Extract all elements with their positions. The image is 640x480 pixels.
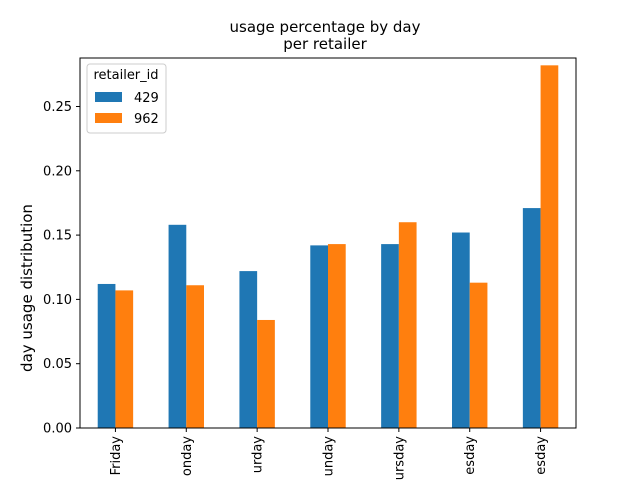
legend-title: retailer_id (93, 68, 158, 83)
y-tick-label: 0.00 (43, 422, 72, 437)
y-axis-label: day usage distribution (18, 204, 36, 372)
legend-label-962: 962 (134, 112, 159, 127)
plot-frame (79, 57, 577, 429)
bar-962-urday-2 (257, 319, 275, 428)
bar-429-esday-6 (522, 208, 541, 428)
bars-group (97, 65, 559, 428)
x-tick-label: esday (463, 436, 478, 475)
y-tick-label: 0.10 (43, 293, 72, 308)
legend-label-429: 429 (134, 91, 159, 106)
bar-429-ursday-4 (381, 244, 399, 428)
bar-429-urday-2 (239, 271, 258, 428)
x-tick-label: onday (180, 436, 195, 476)
y-tick-label: 0.05 (43, 357, 72, 372)
x-ticks-group: Friday onday urday unday ursday esday esday (109, 428, 549, 480)
y-tick-label: 0.15 (43, 229, 72, 244)
bar-429-friday-0 (97, 283, 116, 428)
bar-429-esday-5 (452, 232, 470, 428)
x-tick-label: ursday (392, 436, 407, 480)
x-tick-label: Friday (109, 436, 124, 476)
legend-swatch-429 (95, 92, 122, 102)
x-tick-label: urday (251, 436, 266, 474)
x-tick-label: esday (534, 436, 549, 475)
bar-962-esday-6 (540, 65, 559, 428)
bar-429-unday-3 (310, 245, 328, 428)
bar-962-friday-0 (115, 290, 134, 428)
y-ticks-group: 0.00 0.05 0.10 0.15 0.20 0.25 (43, 100, 80, 437)
y-tick-label: 0.25 (43, 100, 72, 115)
bar-962-onday-1 (186, 285, 204, 428)
bar-962-ursday-4 (398, 222, 417, 428)
legend: retailer_id 429 962 (86, 63, 167, 134)
bar-962-esday-5 (469, 282, 488, 428)
bar-962-unday-3 (328, 244, 346, 428)
y-tick-label: 0.20 (43, 164, 72, 179)
legend-swatch-962 (95, 113, 122, 123)
x-tick-label: unday (322, 436, 337, 477)
bar-429-onday-1 (168, 224, 187, 428)
chart-title-line-2: per retailer (283, 35, 367, 53)
chart-title-line-1: usage percentage by day (230, 18, 421, 36)
